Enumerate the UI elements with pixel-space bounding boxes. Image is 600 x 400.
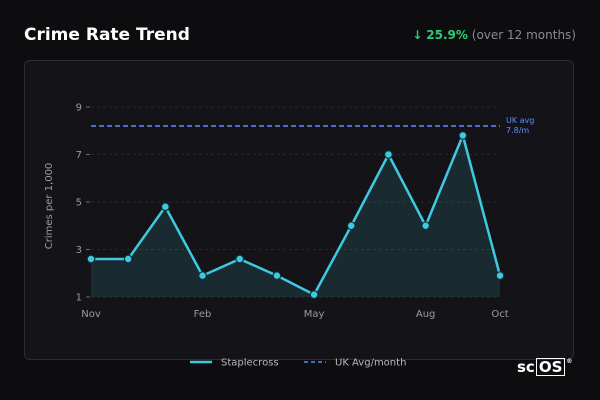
x-tick-label: Feb (194, 309, 212, 320)
chart-title: Crime Rate Trend (24, 25, 190, 45)
y-axis-title: Crimes per 1,000 (44, 163, 55, 250)
trend-change-percent: 25.9% (426, 28, 468, 42)
x-tick-label: Oct (491, 309, 508, 320)
data-point[interactable] (309, 290, 319, 300)
legend-label-staplecross[interactable]: Staplecross (221, 358, 279, 369)
scos-logo: sc OS ® (517, 358, 573, 376)
data-point[interactable] (346, 221, 356, 231)
data-point[interactable] (160, 202, 170, 212)
y-tick-label: 1 (76, 293, 82, 304)
data-point[interactable] (235, 254, 245, 264)
series-line-staplecross (91, 134, 502, 296)
data-point[interactable] (384, 150, 393, 159)
data-point[interactable] (495, 271, 505, 281)
data-point[interactable] (458, 131, 468, 140)
data-point[interactable] (272, 271, 282, 281)
uk-average-label: UK avg (506, 116, 534, 125)
y-tick-label: 7 (76, 150, 82, 161)
data-point[interactable] (198, 271, 207, 281)
y-tick-label: 9 (76, 103, 82, 114)
x-tick-label: May (304, 309, 325, 320)
data-point[interactable] (421, 221, 431, 231)
x-tick-label: Nov (81, 309, 101, 320)
y-tick-label: 5 (76, 198, 82, 209)
trend-down-arrow-icon: ↓ (412, 28, 423, 42)
data-point[interactable] (86, 254, 96, 264)
y-tick-label: 3 (76, 245, 82, 256)
uk-average-value-label: 7.8/m (506, 126, 529, 135)
x-tick-label: Aug (416, 309, 436, 320)
trend-change-period: (over 12 months) (471, 28, 576, 42)
series-area (91, 135, 500, 297)
trend-change: ↓ 25.9% (over 12 months) (412, 28, 576, 42)
data-point[interactable] (123, 254, 133, 264)
legend-label-uk-avg[interactable]: UK Avg/month (335, 358, 406, 369)
